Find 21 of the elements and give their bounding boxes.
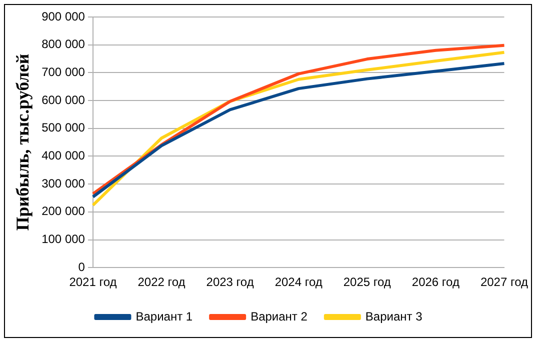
y-tick-label: 400 000 [42,148,86,163]
y-tick-label: 700 000 [42,65,86,79]
x-tick-label: 2022 год [138,275,186,290]
y-tick-label: 100 000 [42,232,86,246]
x-tick-label: 2024 год [274,275,322,290]
x-tick-label: 2021 год [69,275,117,290]
y-tick-label: 0 [78,260,86,274]
y-tick-label: 300 000 [42,176,86,190]
y-tick-label: 800 000 [42,37,86,52]
y-tick-label: 200 000 [42,204,86,218]
legend-label: Вариант 3 [365,309,423,324]
x-tick-label: 2027 год [480,275,528,290]
y-tick-label: 600 000 [42,92,86,107]
legend-label: Вариант 2 [250,309,308,324]
x-tick-label: 2023 год [206,275,254,290]
x-tick-label: 2026 год [412,275,460,290]
y-tick-label: 900 000 [42,9,86,24]
y-tick-label: 500 000 [42,120,86,135]
y-axis-title: Прибыль, тыс.рублей [12,54,32,231]
x-tick-label: 2025 год [343,275,391,290]
legend-label: Вариант 1 [136,309,193,324]
